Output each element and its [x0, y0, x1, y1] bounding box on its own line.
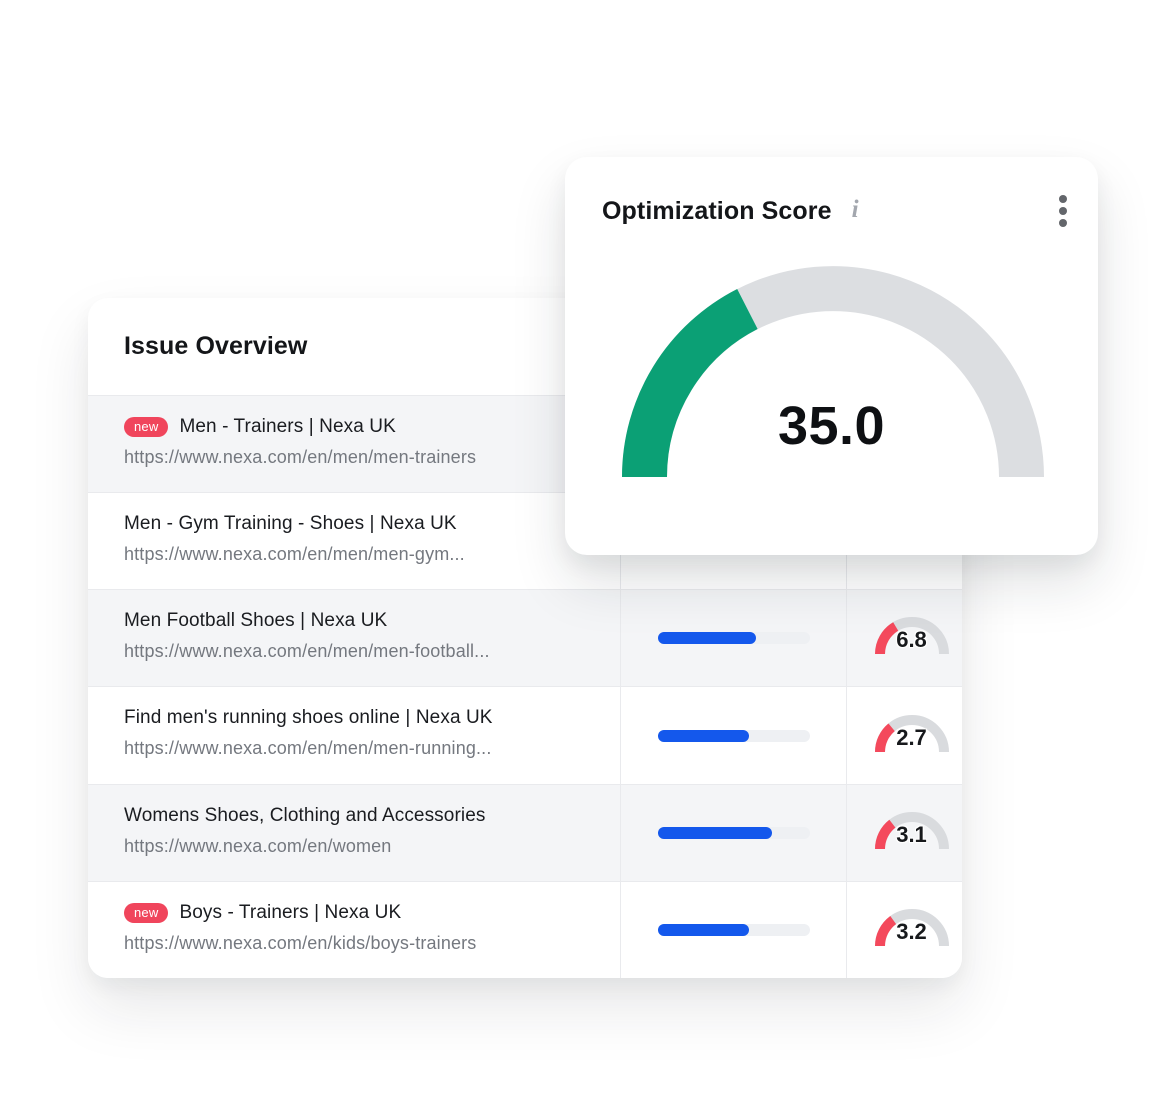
page-url: https://www.nexa.com/en/men/men-football…: [124, 641, 490, 662]
page-cell: new Boys - Trainers | Nexa UK https://ww…: [88, 882, 620, 978]
progress-track: [657, 632, 810, 645]
score-value: 3.2: [896, 918, 927, 944]
score-gauge: 3.2: [874, 908, 949, 951]
progress-track: [657, 729, 810, 742]
table-row[interactable]: Men Football Shoes | Nexa UK https://www…: [88, 589, 962, 687]
page-title: Boys - Trainers | Nexa UK: [179, 901, 402, 923]
page-url: https://www.nexa.com/en/men/men-running.…: [124, 738, 492, 759]
page-url: https://www.nexa.com/en/kids/boys-traine…: [124, 932, 477, 953]
score-value: 2.7: [896, 724, 927, 750]
score-cell: 2.7: [846, 687, 962, 784]
table-row[interactable]: Find men's running shoes online | Nexa U…: [88, 686, 962, 784]
optimization-card-title: Optimization Score: [602, 196, 832, 225]
page-url: https://www.nexa.com/en/men/men-trainers: [124, 447, 477, 467]
page-cell: Find men's running shoes online | Nexa U…: [88, 687, 620, 783]
page-title: Men Football Shoes | Nexa UK: [124, 610, 388, 632]
progress-bar: [657, 632, 757, 645]
progress-cell: [620, 784, 846, 881]
gauge-fill-arc: [874, 819, 896, 850]
gauge-fill-arc: [874, 622, 898, 655]
score-value: 3.1: [896, 821, 927, 847]
score-cell: 6.8: [846, 590, 962, 687]
progress-track: [657, 826, 810, 839]
score-gauge: 2.7: [874, 714, 949, 757]
progress-cell: [620, 687, 846, 784]
score-cell: 3.1: [846, 784, 962, 881]
score-gauge: 3.1: [874, 811, 949, 854]
gauge-fill-arc: [874, 915, 896, 947]
page-cell: Men - Gym Training - Shoes | Nexa UK htt…: [88, 493, 620, 589]
score-value: 6.8: [896, 627, 927, 653]
page-title: Men - Trainers | Nexa UK: [179, 416, 396, 437]
issue-table: new Men - Trainers | Nexa UK https://www…: [88, 395, 962, 978]
progress-bar: [657, 923, 749, 936]
kebab-dot: [1059, 207, 1067, 215]
page-cell: Men Football Shoes | Nexa UK https://www…: [88, 590, 620, 686]
page-url: https://www.nexa.com/en/men/men-gym...: [124, 544, 465, 565]
info-icon[interactable]: i: [851, 195, 859, 223]
issue-overview-title: Issue Overview: [124, 332, 308, 360]
optimization-gauge: 35.0: [565, 157, 1098, 555]
gauge-fill-arc: [874, 723, 895, 752]
gauge-fill-arc: [622, 288, 759, 478]
optimization-card-header: Optimization Score i: [565, 157, 1098, 231]
page-title: Find men's running shoes online | Nexa U…: [124, 707, 493, 729]
progress-track: [657, 923, 810, 936]
table-row[interactable]: Womens Shoes, Clothing and Accessories h…: [88, 783, 962, 881]
progress-cell: [620, 590, 846, 687]
page-title: Womens Shoes, Clothing and Accessories: [124, 804, 486, 826]
progress-cell: [620, 881, 846, 978]
kebab-dot: [1059, 195, 1067, 203]
page-cell: new Men - Trainers | Nexa UK https://www…: [88, 396, 620, 492]
issue-overview-header: Issue Overview: [88, 298, 962, 395]
optimization-score-card: 35.0 Optimization Score i: [565, 157, 1098, 555]
kebab-menu-icon[interactable]: [1055, 191, 1071, 231]
page-title: Men - Gym Training - Shoes | Nexa UK: [124, 513, 457, 535]
new-badge: new: [124, 902, 169, 923]
optimization-score-value: 35.0: [777, 396, 886, 456]
score-gauge: 6.8: [874, 617, 949, 659]
new-badge: new: [124, 417, 169, 437]
page-url: https://www.nexa.com/en/women: [124, 835, 392, 856]
progress-bar: [657, 826, 772, 839]
progress-bar: [657, 729, 749, 742]
score-cell: 3.2: [846, 881, 962, 978]
page-cell: Womens Shoes, Clothing and Accessories h…: [88, 785, 620, 881]
kebab-dot: [1059, 219, 1067, 227]
table-row[interactable]: new Boys - Trainers | Nexa UK https://ww…: [88, 880, 962, 978]
